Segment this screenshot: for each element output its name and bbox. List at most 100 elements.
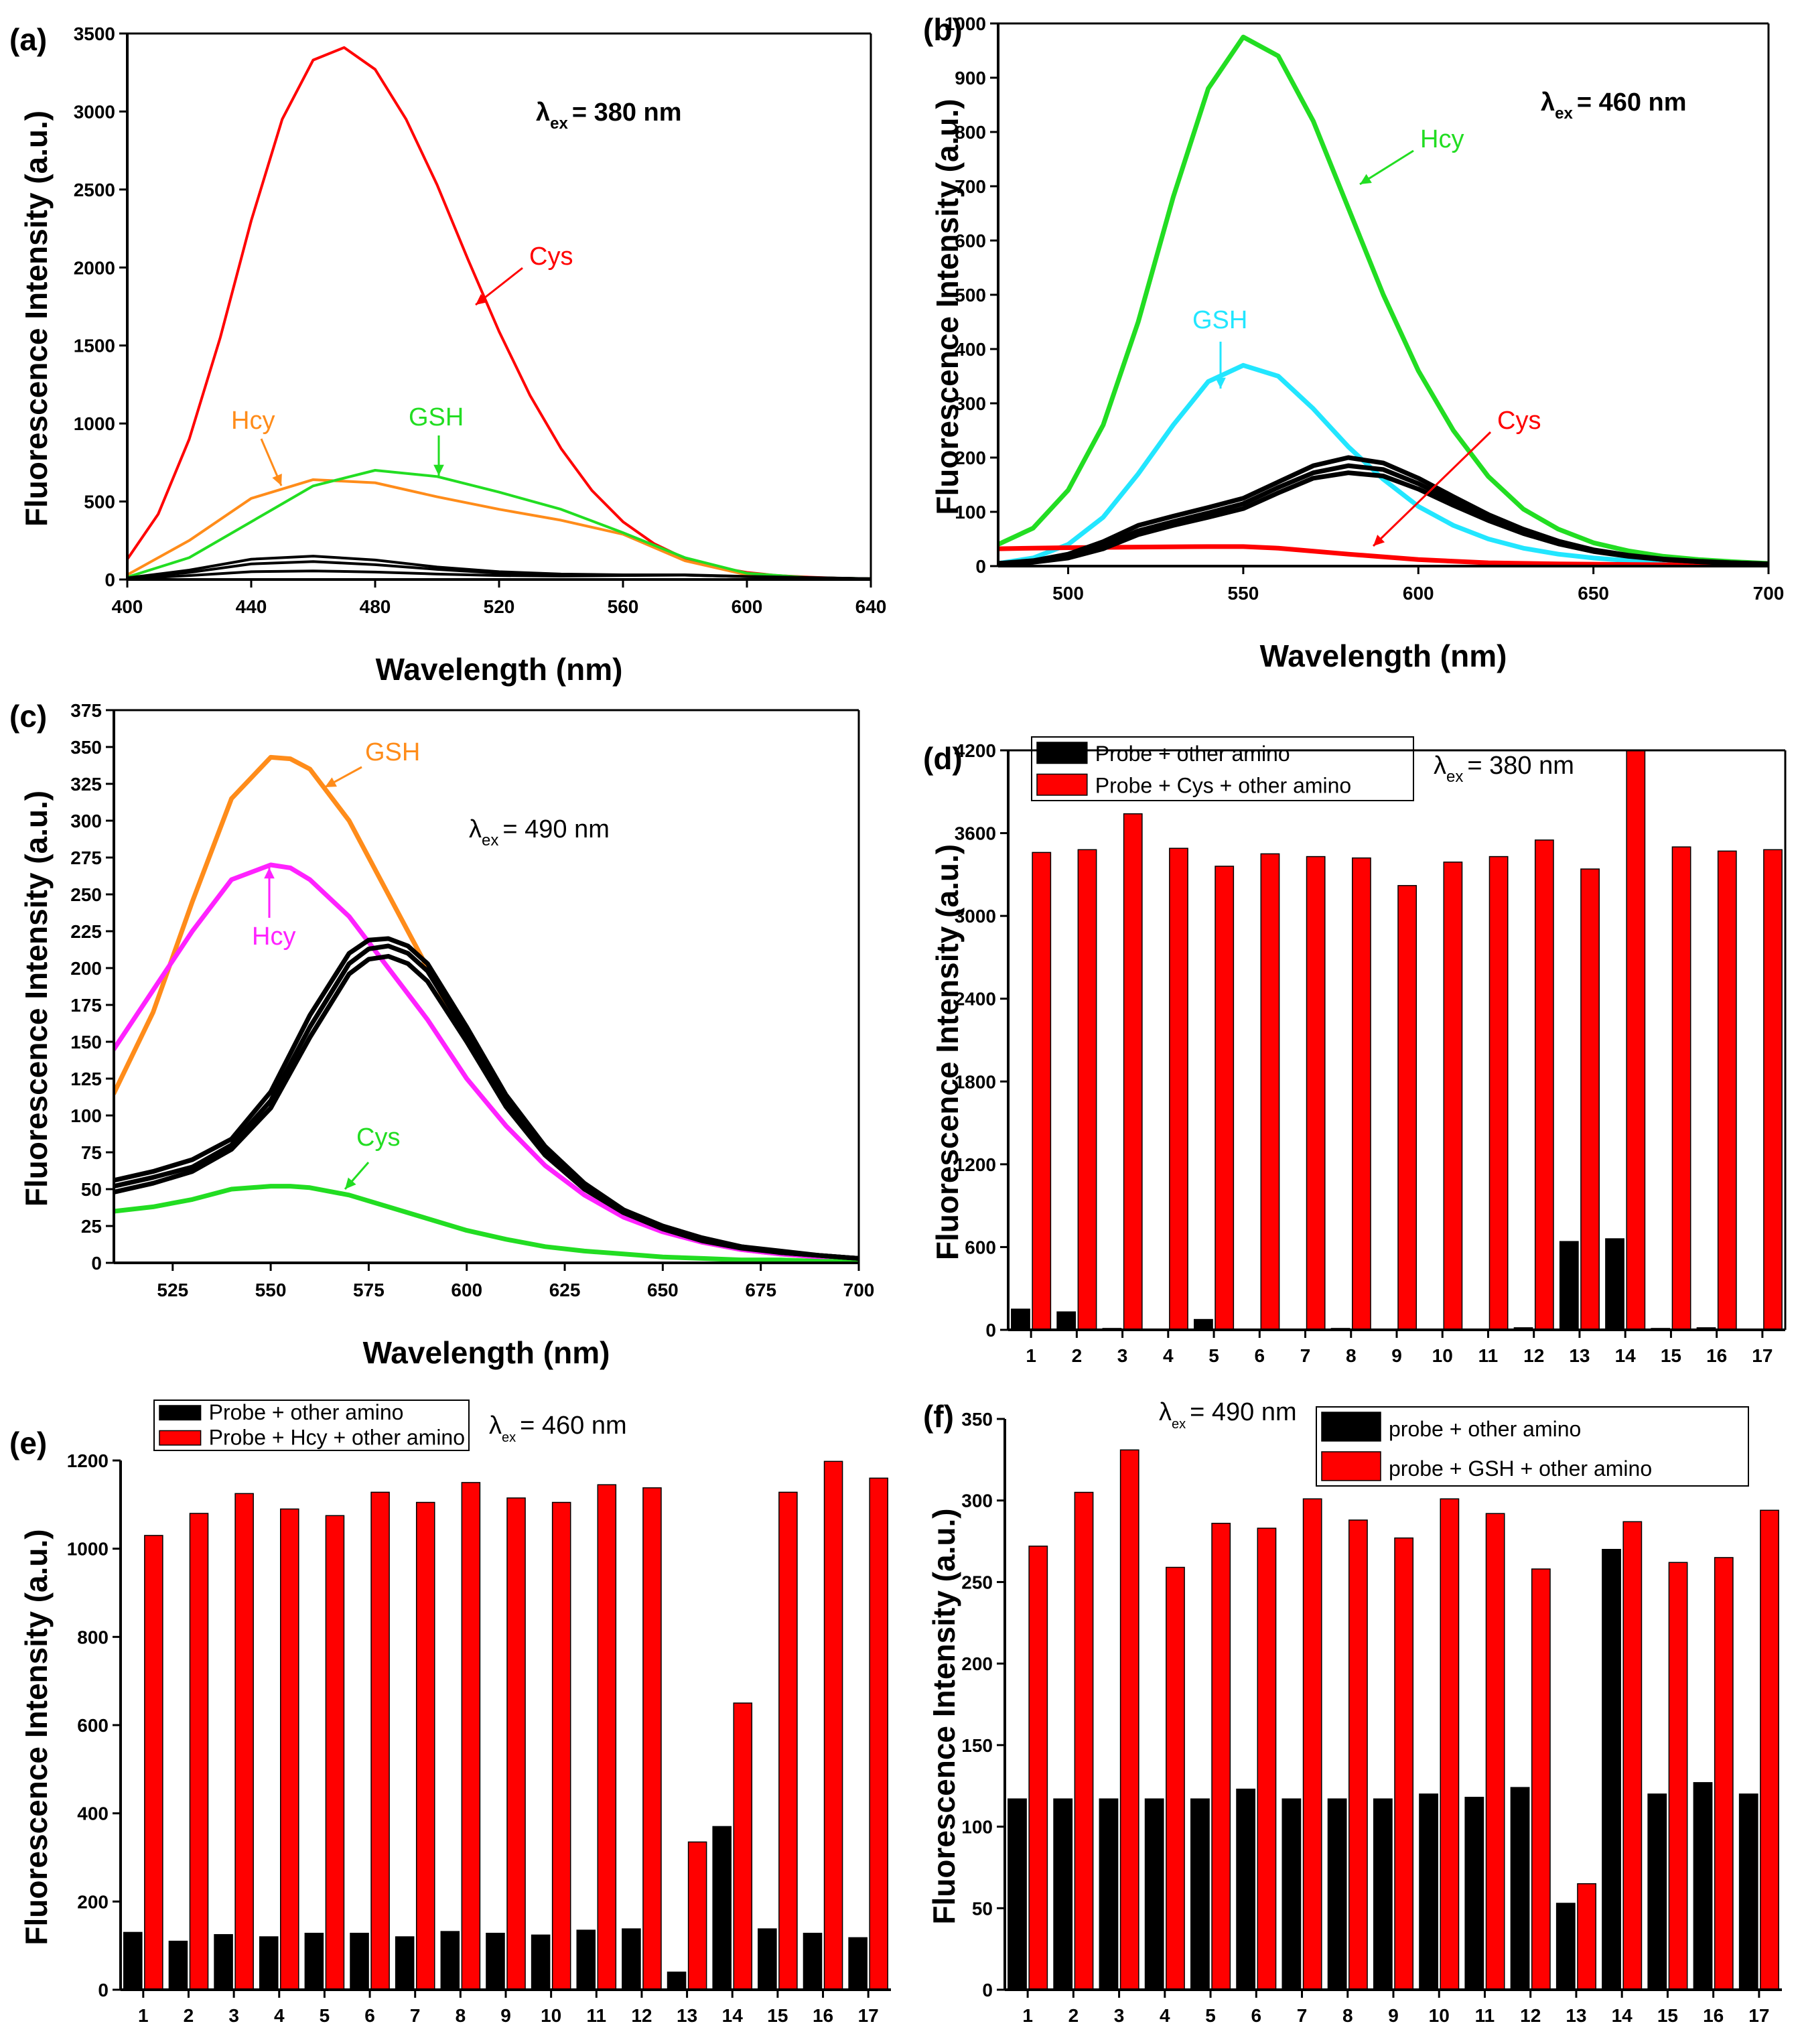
y-tick-label: 1200 <box>955 1154 996 1175</box>
bar-probe-4 <box>1144 1798 1164 1990</box>
bar-probe-analyte-10 <box>1440 1498 1460 1990</box>
annotation-gsh: GSH <box>365 738 420 766</box>
y-tick-label: 400 <box>955 339 986 360</box>
x-tick-label: 12 <box>1523 1345 1544 1366</box>
bar-probe-analyte-11 <box>1488 856 1509 1330</box>
bar-probe-analyte-9 <box>506 1497 526 1990</box>
y-tick-label: 150 <box>70 1032 102 1052</box>
bar-probe-10 <box>1419 1793 1438 1990</box>
y-tick-label: 3600 <box>955 823 996 844</box>
bar-probe-analyte-10 <box>551 1501 571 1990</box>
y-tick-label: 200 <box>961 1653 993 1674</box>
bar-probe-analyte-12 <box>642 1487 662 1990</box>
x-tick-label: 9 <box>1391 1345 1402 1366</box>
bar-probe-analyte-17 <box>1760 1509 1779 1990</box>
legend-label: Probe + other amino <box>1095 742 1290 766</box>
chart-panel-e: (e) Fluorescence Intensity (a.u.) 0 200 400 6… <box>9 1400 891 2026</box>
legend-box <box>153 1400 470 1451</box>
x-tick-label: 5 <box>320 2005 330 2026</box>
bar-probe-16 <box>803 1932 823 1990</box>
series-line-cys <box>114 1184 859 1263</box>
annotation-arrowhead <box>272 474 282 486</box>
x-tick-label: 3 <box>1114 2005 1125 2026</box>
series-line-probe-3 <box>998 470 1769 566</box>
y-tick-label: 100 <box>70 1105 102 1126</box>
annotation-arrowhead <box>1215 377 1226 389</box>
bar-probe-analyte-7 <box>415 1501 435 1990</box>
annotation-hcy: Hcy <box>231 407 275 435</box>
x-tick-label: 440 <box>236 596 267 617</box>
series-line-hcy <box>127 478 871 580</box>
bar-probe-analyte-15 <box>1671 846 1691 1330</box>
bar-probe-14 <box>1605 1238 1624 1330</box>
legend-swatch <box>159 1405 202 1421</box>
x-tick-label: 2 <box>184 2005 194 2026</box>
x-tick-label: 14 <box>1615 1345 1637 1366</box>
bar-probe-1 <box>123 1931 143 1990</box>
x-tick-label: 520 <box>484 596 515 617</box>
series-line-gsh <box>127 469 871 580</box>
bar-probe-analyte-11 <box>597 1484 617 1990</box>
x-tick-label: 550 <box>1228 583 1259 604</box>
chart-panel-b: (b) Fluorescence Intensity (a.u.) Waveleng… <box>923 12 1784 673</box>
bar-probe-analyte-2 <box>1077 849 1097 1330</box>
legend-label: probe + GSH + other amino <box>1389 1456 1652 1481</box>
x-tick-label: 17 <box>1752 1345 1773 1366</box>
y-tick-label: 2500 <box>74 180 115 200</box>
plot-area <box>1008 1449 1779 1990</box>
bar-probe-analyte-2 <box>1074 1491 1094 1990</box>
bar-probe-analyte-13 <box>1580 868 1600 1330</box>
bar-probe-analyte-12 <box>1531 1568 1551 1990</box>
y-tick-label: 4200 <box>955 740 996 761</box>
y-axis-label: Fluorescence Intensity (a.u.) <box>19 1529 54 1945</box>
y-tick-label: 250 <box>70 884 102 905</box>
bar-probe-analyte-14 <box>733 1702 753 1990</box>
x-tick-label: 12 <box>1520 2005 1541 2026</box>
bar-probe-7 <box>1281 1798 1302 1990</box>
x-tick-label: 640 <box>855 596 887 617</box>
annotation-cys: Cys <box>1497 407 1541 435</box>
y-tick-label: 300 <box>955 393 986 414</box>
x-tick-label: 15 <box>767 2005 788 2026</box>
bar-probe-analyte-15 <box>1668 1562 1688 1990</box>
annotation-gsh: GSH <box>1192 306 1247 334</box>
y-tick-label: 50 <box>972 1898 993 1919</box>
legend: probe + other amino probe + GSH + other a… <box>1316 1406 1749 1487</box>
y-tick-label: 0 <box>98 1980 109 2000</box>
annotation-cys: Cys <box>529 243 573 271</box>
x-tick-label: 10 <box>1429 2005 1450 2026</box>
x-tick-label: 9 <box>500 2005 511 2026</box>
panel-label: (e) <box>9 1426 47 1460</box>
bar-probe-analyte-3 <box>1119 1449 1139 1990</box>
bar-probe-analyte-8 <box>1348 1519 1368 1990</box>
x-tick-label: 16 <box>813 2005 833 2026</box>
x-tick-label: 5 <box>1205 2005 1216 2026</box>
x-tick-label: 400 <box>112 596 143 617</box>
bar-probe-analyte-6 <box>370 1491 390 1990</box>
y-tick-label: 0 <box>91 1253 102 1274</box>
series-line-probe-3 <box>127 569 871 580</box>
bar-probe-analyte-12 <box>1534 839 1554 1330</box>
bar-probe-analyte-3 <box>234 1493 254 1990</box>
bar-probe-16 <box>1693 1782 1713 1990</box>
y-axis-label: Fluorescence Intensity (a.u.) <box>930 98 965 515</box>
x-tick-label: 7 <box>1297 2005 1308 2026</box>
x-tick-label: 650 <box>647 1280 679 1300</box>
bar-probe-8 <box>1327 1798 1347 1990</box>
x-tick-label: 16 <box>1706 1345 1727 1366</box>
y-tick-label: 1200 <box>67 1450 109 1471</box>
bar-probe-analyte-14 <box>1622 1521 1643 1990</box>
legend-label: Probe + other amino <box>209 1400 404 1424</box>
bar-probe-9 <box>486 1932 505 1990</box>
series-line-probe-3 <box>114 936 859 1261</box>
x-tick-label: 480 <box>360 596 391 617</box>
y-tick-label: 325 <box>70 774 102 795</box>
y-tick-label: 2000 <box>74 257 115 278</box>
legend-swatch <box>1036 773 1088 796</box>
y-tick-label: 300 <box>70 811 102 831</box>
y-tick-label: 1000 <box>74 413 115 434</box>
bar-probe-analyte-3 <box>1123 813 1143 1330</box>
y-tick-label: 0 <box>975 556 986 577</box>
y-tick-label: 3000 <box>955 906 996 927</box>
